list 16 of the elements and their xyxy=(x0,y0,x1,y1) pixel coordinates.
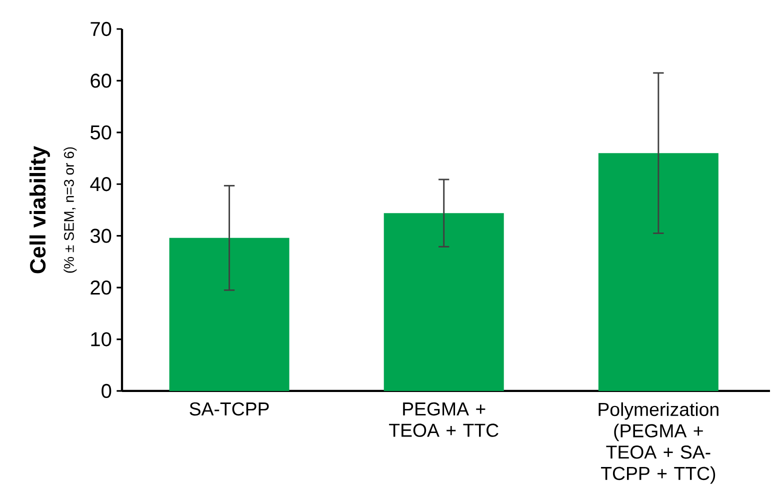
y-tick-label: 30 xyxy=(90,228,112,243)
y-tick-label: 0 xyxy=(102,384,112,398)
y-tick-label: 50 xyxy=(90,125,112,140)
bar xyxy=(384,213,504,391)
x-tick-label: SA-TCPP xyxy=(190,402,269,416)
x-tick-label: Polymerization (PEGMA + TEOA + SA-TCPP + TTC) xyxy=(598,402,718,484)
y-axis-title: Cell viability xyxy=(29,146,50,274)
y-tick-label: 60 xyxy=(90,74,112,88)
bar xyxy=(598,153,718,391)
x-tick-label: PEGMA + TEOA + TTC xyxy=(389,402,498,437)
y-tick-label: 70 xyxy=(90,22,112,36)
text: (% ± SEM, n=3 or 6) xyxy=(64,147,77,273)
bar xyxy=(169,238,290,391)
y-tick-label: 40 xyxy=(90,177,112,192)
y-tick-label: 20 xyxy=(90,280,112,295)
y-tick-label: 10 xyxy=(91,332,112,346)
